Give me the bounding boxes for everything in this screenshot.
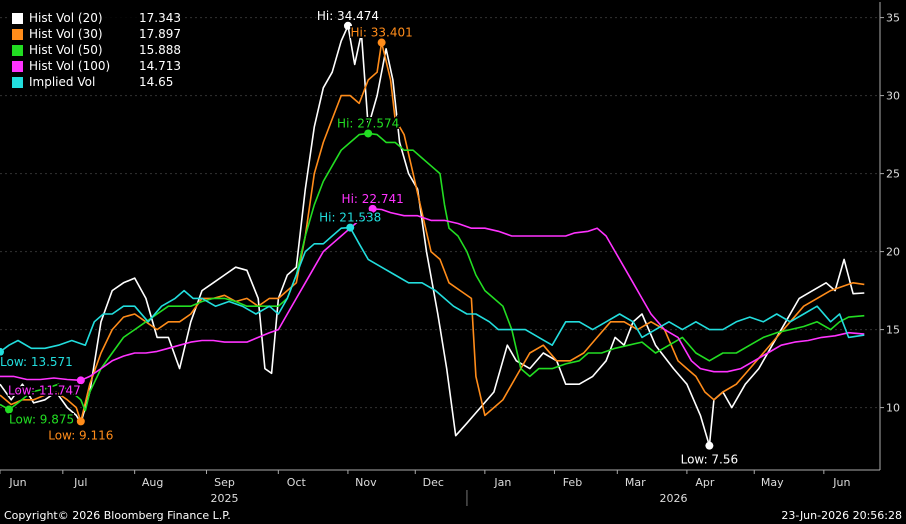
legend-series-name: Hist Vol (50)	[29, 43, 103, 57]
x-tick-label: Oct	[287, 476, 307, 489]
annotation-marker	[377, 38, 386, 47]
x-tick-label: Sep	[214, 476, 235, 489]
y-tick-label: 20	[886, 246, 900, 259]
x-tick-label: Nov	[355, 476, 377, 489]
chart-legend: Hist Vol (20) 17.343 Hist Vol (30) 17.897 Hi…	[8, 8, 185, 92]
timestamp-text: 23-Jun-2026 20:56:28	[781, 509, 902, 522]
x-tick-label: Feb	[563, 476, 582, 489]
x-tick-label: Jun	[832, 476, 850, 489]
legend-swatch	[12, 44, 23, 56]
annotation-label: Hi: 27.574	[337, 116, 399, 130]
x-tick-label: Dec	[423, 476, 444, 489]
legend-series-name: Hist Vol (100)	[29, 59, 111, 73]
legend-series-name: Implied Vol	[29, 75, 96, 89]
annotation-marker	[368, 204, 377, 213]
annotation-label: Low: 9.116	[48, 428, 113, 442]
x-tick-label: May	[761, 476, 784, 489]
year-label: 2025	[210, 492, 238, 505]
legend-series-name: Hist Vol (20)	[29, 11, 103, 25]
y-tick-label: 30	[886, 90, 900, 103]
x-tick-label: Apr	[695, 476, 715, 489]
annotation-label: Hi: 21.538	[319, 211, 381, 225]
annotation-marker	[76, 376, 85, 385]
legend-swatch	[12, 60, 23, 72]
annotation-marker	[346, 223, 355, 232]
legend-swatch	[12, 76, 23, 88]
annotation-marker	[76, 417, 85, 426]
annotation-marker	[364, 129, 373, 138]
legend-entry: Implied Vol 14.65	[12, 74, 181, 90]
series-line	[0, 41, 865, 423]
x-tick-label: Jan	[493, 476, 511, 489]
legend-entry: Hist Vol (50) 15.888	[12, 42, 181, 58]
annotation-label: Low: 7.56	[681, 453, 739, 467]
legend-series-value: 14.65	[139, 75, 174, 89]
y-tick-label: 35	[886, 12, 900, 25]
legend-entry: Hist Vol (30) 17.897	[12, 26, 181, 42]
annotation-label: Low: 13.571	[0, 355, 73, 369]
legend-series-value: 14.713	[139, 59, 181, 73]
y-tick-label: 15	[886, 324, 900, 337]
legend-entry: Hist Vol (20) 17.343	[12, 10, 181, 26]
annotation-label: Low: 9.875	[9, 413, 74, 427]
y-tick-label: 25	[886, 168, 900, 181]
series-line	[0, 208, 865, 382]
series-line	[0, 226, 865, 353]
legend-swatch	[12, 28, 23, 40]
annotation-marker	[4, 405, 13, 414]
x-tick-label: Aug	[142, 476, 163, 489]
x-tick-label: Mar	[625, 476, 646, 489]
annotation-label: Hi: 33.401	[351, 26, 413, 40]
legend-series-value: 17.897	[139, 27, 181, 41]
legend-entry: Hist Vol (100) 14.713	[12, 58, 181, 74]
legend-series-value: 15.888	[139, 43, 181, 57]
annotation-marker	[0, 347, 4, 356]
annotation-marker	[343, 21, 352, 30]
x-tick-label: Jul	[73, 476, 87, 489]
legend-series-value: 17.343	[139, 11, 181, 25]
y-tick-label: 10	[886, 402, 900, 415]
annotation-label: Low: 11.747	[8, 383, 81, 397]
legend-swatch	[12, 12, 23, 24]
year-label: 2026	[659, 492, 687, 505]
annotation-label: Hi: 34.474	[317, 9, 379, 23]
legend-series-name: Hist Vol (30)	[29, 27, 103, 41]
x-tick-label: Jun	[8, 476, 26, 489]
copyright-text: Copyright© 2026 Bloomberg Finance L.P.	[4, 509, 231, 522]
annotation-label: Hi: 22.741	[342, 192, 404, 206]
series-line	[0, 25, 865, 447]
annotation-marker	[705, 441, 714, 450]
series-line	[0, 132, 865, 412]
